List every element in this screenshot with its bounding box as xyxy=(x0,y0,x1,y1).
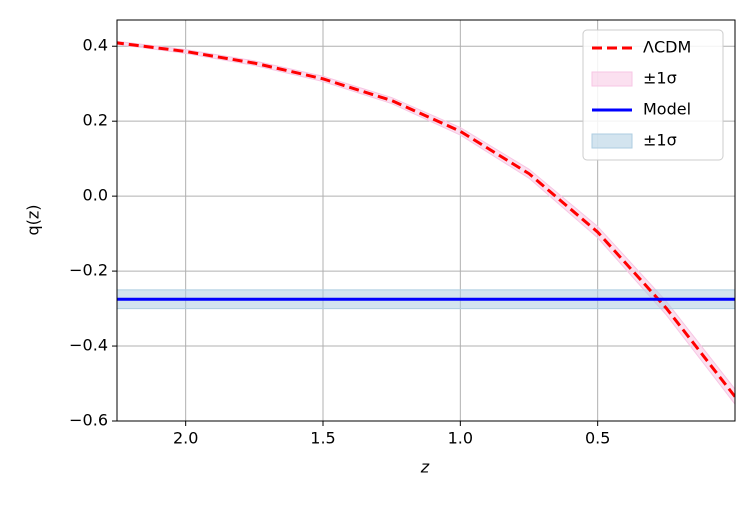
legend-label: Model xyxy=(643,100,691,119)
y-tick-label: 0.0 xyxy=(83,186,108,205)
legend-label: ±1σ xyxy=(643,131,677,150)
legend-label: ±1σ xyxy=(643,69,677,88)
error-band xyxy=(117,40,735,405)
y-tick-label: −0.4 xyxy=(69,336,108,355)
y-axis-label: q(z) xyxy=(24,204,43,235)
plot-frame xyxy=(116,19,736,422)
legend-swatch xyxy=(591,133,633,149)
x-tick-label: 2.0 xyxy=(173,429,198,448)
line xyxy=(117,41,735,398)
y-tick-label: −0.2 xyxy=(69,261,108,280)
y-tick-label: 0.4 xyxy=(83,36,108,55)
legend-swatch xyxy=(591,71,633,87)
y-tick-label: −0.6 xyxy=(69,411,108,430)
legend-label: ΛCDM xyxy=(643,38,691,57)
x-tick-label: 1.0 xyxy=(448,429,473,448)
y-tick-label: 0.2 xyxy=(83,111,108,130)
x-tick-label: 1.5 xyxy=(310,429,335,448)
legend-box xyxy=(582,29,724,161)
x-tick-label: 0.5 xyxy=(585,429,610,448)
x-axis-label: z xyxy=(420,458,430,477)
